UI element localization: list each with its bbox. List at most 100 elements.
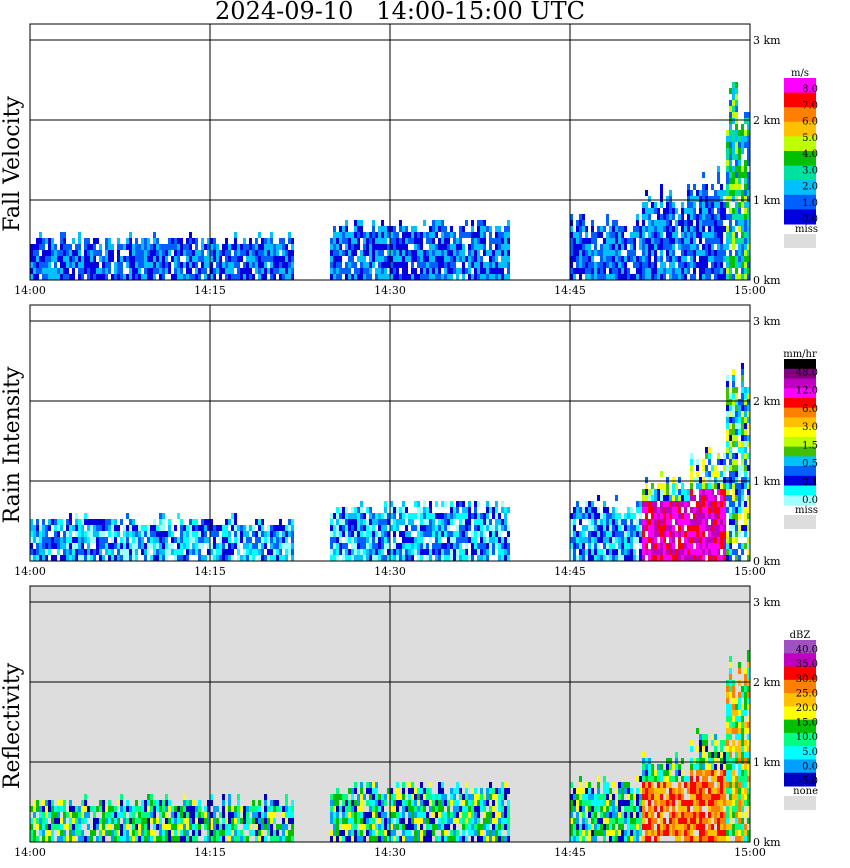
echo-pixel (489, 794, 492, 800)
echo-pixel (267, 238, 270, 244)
echo-pixel (666, 268, 669, 274)
echo-pixel (255, 824, 258, 830)
echo-pixel (375, 274, 378, 280)
height-tick-label: 2 km (753, 114, 781, 127)
echo-pixel (729, 543, 732, 549)
echo-pixel (33, 256, 36, 262)
echo-pixel (210, 531, 213, 537)
echo-pixel (219, 824, 222, 830)
echo-pixel (678, 812, 681, 818)
echo-pixel (588, 507, 591, 513)
echo-pixel (666, 776, 669, 782)
echo-pixel (627, 818, 630, 824)
echo-pixel (480, 537, 483, 543)
echo-pixel (411, 836, 414, 842)
echo-pixel (39, 537, 42, 543)
echo-pixel (591, 226, 594, 232)
echo-pixel (381, 238, 384, 244)
echo-pixel (177, 543, 180, 549)
echo-pixel (405, 244, 408, 250)
echo-pixel (582, 507, 585, 513)
echo-pixel (744, 465, 747, 471)
echo-pixel (204, 818, 207, 824)
echo-pixel (597, 824, 600, 830)
echo-pixel (738, 405, 741, 411)
echo-pixel (279, 525, 282, 531)
echo-pixel (747, 124, 750, 130)
echo-pixel (603, 507, 606, 513)
echo-pixel (237, 794, 240, 800)
echo-pixel (429, 519, 432, 525)
echo-pixel (615, 806, 618, 812)
echo-pixel (192, 262, 195, 268)
echo-pixel (240, 268, 243, 274)
echo-pixel (225, 818, 228, 824)
echo-pixels (30, 363, 750, 561)
echo-pixel (711, 525, 714, 531)
echo-pixel (360, 262, 363, 268)
echo-pixel (456, 244, 459, 250)
echo-pixel (465, 818, 468, 824)
echo-pixel (81, 806, 84, 812)
echo-pixel (723, 525, 726, 531)
echo-pixel (93, 806, 96, 812)
echo-pixel (690, 549, 693, 555)
echo-pixel (336, 531, 339, 537)
echo-pixel (330, 525, 333, 531)
echo-pixel (387, 836, 390, 842)
echo-pixel (729, 124, 732, 130)
echo-pixel (255, 519, 258, 525)
echo-pixel (357, 794, 360, 800)
echo-pixel (726, 136, 729, 142)
echo-pixel (135, 806, 138, 812)
echo-pixel (423, 501, 426, 507)
echo-pixel (651, 770, 654, 776)
echo-pixel (726, 375, 729, 381)
echo-pixel (348, 788, 351, 794)
echo-pixel (57, 818, 60, 824)
echo-pixel (507, 268, 510, 274)
echo-pixel (393, 250, 396, 256)
echo-pixel (180, 262, 183, 268)
echo-pixel (729, 148, 732, 154)
echo-pixel (735, 166, 738, 172)
echo-pixel (411, 513, 414, 519)
echo-pixel (588, 812, 591, 818)
echo-pixel (633, 806, 636, 812)
echo-pixel (393, 794, 396, 800)
echo-pixel (198, 818, 201, 824)
time-tick-label: 15:00 (734, 565, 766, 578)
echo-pixel (81, 256, 84, 262)
echo-pixel (642, 806, 645, 812)
echo-pixel (720, 537, 723, 543)
echo-pixel (423, 818, 426, 824)
echo-pixel (234, 250, 237, 256)
echo-pixel (387, 232, 390, 238)
echo-pixel (333, 531, 336, 537)
echo-pixel (462, 250, 465, 256)
echo-pixel (39, 238, 42, 244)
echo-pixel (336, 830, 339, 836)
echo-pixel (477, 519, 480, 525)
echo-pixel (633, 513, 636, 519)
echo-pixel (636, 788, 639, 794)
echo-pixel (177, 818, 180, 824)
echo-pixel (261, 268, 264, 274)
echo-pixel (642, 256, 645, 262)
echo-pixel (633, 232, 636, 238)
echo-pixel (612, 806, 615, 812)
echo-pixel (657, 782, 660, 788)
echo-pixel (66, 555, 69, 561)
echo-pixel (732, 513, 735, 519)
echo-pixel (651, 764, 654, 770)
echo-pixel (480, 226, 483, 232)
echo-pixel (285, 531, 288, 537)
echo-pixel (435, 549, 438, 555)
echo-pixel (30, 250, 33, 256)
echo-pixel (660, 513, 663, 519)
echo-pixel (411, 519, 414, 525)
echo-pixel (375, 782, 378, 788)
echo-pixel (375, 250, 378, 256)
echo-pixel (387, 274, 390, 280)
echo-pixel (690, 555, 693, 561)
